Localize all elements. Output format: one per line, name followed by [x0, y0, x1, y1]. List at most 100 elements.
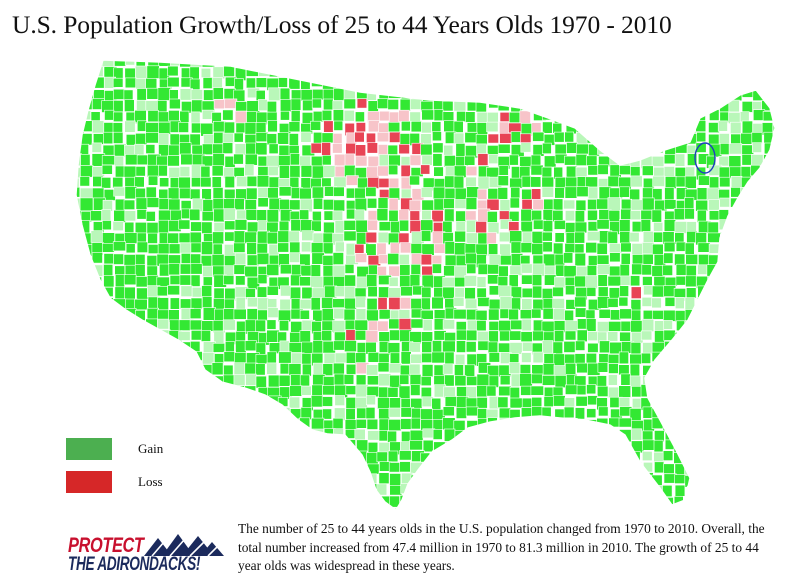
- county-cell: [652, 123, 665, 137]
- county-cell: [750, 176, 763, 186]
- county-cell: [607, 60, 620, 68]
- county-cell: [343, 474, 356, 486]
- county-cell: [663, 241, 676, 253]
- county-cell: [211, 60, 223, 65]
- county-cell: [136, 209, 147, 220]
- county-cell: [499, 374, 511, 386]
- county-cell: [267, 187, 279, 200]
- county-cell: [103, 309, 117, 323]
- county-cell: [742, 331, 756, 344]
- county-cell: [213, 384, 226, 397]
- county-cell: [256, 175, 270, 188]
- county-cell: [642, 276, 653, 286]
- county-cell: [750, 209, 761, 222]
- county-cell: [717, 66, 731, 80]
- county-cell: [333, 120, 344, 131]
- county-cell: [158, 428, 170, 439]
- county-cell: [719, 309, 733, 322]
- county-cell: [565, 60, 577, 65]
- county-cell: [288, 133, 299, 147]
- county-cell: [76, 253, 80, 267]
- county-cell: [453, 296, 465, 307]
- county-cell: [267, 307, 279, 318]
- county-cell: [266, 133, 277, 146]
- county-cell: [620, 253, 631, 265]
- county-cell: [775, 112, 786, 123]
- county-cell: [125, 243, 136, 254]
- county-cell: [189, 188, 201, 200]
- county-cell: [696, 364, 709, 378]
- county-cell: [488, 298, 502, 311]
- county-cell: [377, 197, 389, 211]
- county-cell: [76, 98, 84, 109]
- county-cell: [376, 483, 388, 496]
- county-cell: [707, 351, 717, 362]
- county-cell: [520, 142, 532, 153]
- county-cell: [279, 495, 290, 506]
- county-cell: [686, 363, 699, 374]
- county-cell: [685, 275, 697, 288]
- county-cell: [630, 199, 644, 211]
- county-cell: [190, 374, 200, 386]
- county-cell: [454, 87, 466, 100]
- county-cell: [597, 164, 609, 175]
- county-cell: [530, 430, 544, 443]
- county-cell: [607, 143, 619, 154]
- county-cell: [619, 68, 632, 80]
- county-cell: [674, 253, 686, 266]
- county-cell: [168, 198, 181, 212]
- county-cell: [662, 110, 675, 121]
- county-cell: [741, 120, 753, 134]
- county-cell: [278, 428, 291, 439]
- county-cell: [554, 408, 565, 422]
- county-cell: [773, 429, 775, 442]
- county-cell: [499, 60, 509, 65]
- county-cell: [267, 473, 281, 488]
- county-cell: [455, 506, 469, 510]
- county-cell: [486, 121, 499, 133]
- county-cell: [456, 340, 466, 353]
- county-cell: [134, 143, 145, 156]
- county-cell: [290, 428, 301, 441]
- county-cell: [741, 462, 755, 473]
- county-cell: [399, 374, 410, 385]
- county-cell: [674, 406, 686, 419]
- county-cell: [267, 120, 278, 133]
- county-cell: [520, 442, 532, 453]
- county-cell: [399, 297, 413, 310]
- county-cell: [280, 285, 292, 297]
- county-cell: [530, 98, 543, 109]
- county-cell: [190, 242, 202, 253]
- county-cell: [136, 395, 147, 406]
- county-cell: [102, 220, 112, 231]
- county-cell: [499, 121, 510, 135]
- county-cell: [752, 351, 765, 363]
- county-cell: [157, 506, 171, 510]
- county-cell: [321, 297, 334, 309]
- county-cell: [158, 219, 170, 234]
- county-cell: [698, 60, 711, 65]
- county-cell: [662, 484, 673, 497]
- county-cell: [113, 111, 124, 122]
- county-cell: [398, 219, 409, 232]
- county-cell: [707, 331, 721, 345]
- county-cell: [488, 396, 500, 410]
- county-cell: [256, 242, 268, 254]
- county-cell: [310, 120, 322, 131]
- county-cell: [707, 472, 722, 484]
- county-cell: [168, 243, 181, 255]
- county-cell: [642, 439, 656, 451]
- county-cell: [531, 78, 542, 92]
- county-cell: [761, 177, 773, 188]
- county-cell: [521, 274, 534, 285]
- county-cell: [620, 494, 631, 506]
- county-cell: [366, 132, 376, 144]
- county-cell: [695, 142, 707, 153]
- county-cell: [641, 264, 652, 276]
- county-cell: [234, 452, 245, 463]
- county-cell: [92, 397, 106, 411]
- county-cell: [123, 254, 136, 266]
- county-cell: [740, 199, 754, 212]
- county-cell: [255, 473, 267, 485]
- county-cell: [134, 363, 149, 375]
